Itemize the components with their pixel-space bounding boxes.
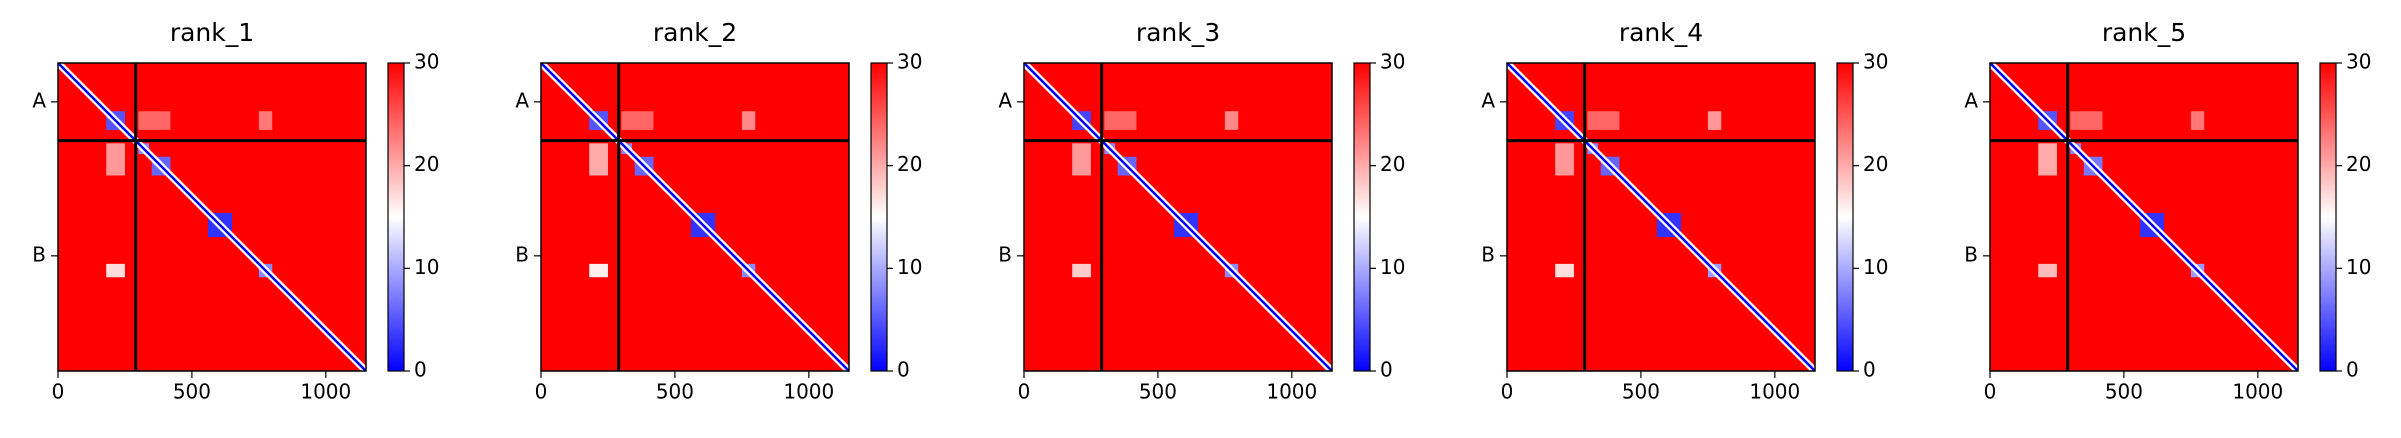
chart-title: rank_2: [653, 18, 737, 47]
heatmap: [58, 63, 366, 371]
colorbar-tick-label: 10: [1380, 255, 1405, 279]
heatmap-cell: [1224, 111, 1239, 130]
colorbar: [870, 62, 888, 372]
colorbar-tick-label: 20: [1863, 152, 1888, 176]
chart-title: rank_3: [1136, 18, 1220, 47]
colorbar-tick-label: 30: [1863, 50, 1888, 74]
colorbar-tick-label: 10: [1863, 255, 1888, 279]
colorbar-tick-label: 20: [897, 152, 922, 176]
colorbar-tick-label: 20: [1380, 152, 1405, 176]
heatmap-cell: [2070, 111, 2103, 130]
colorbar-tick-label: 20: [2346, 152, 2371, 176]
x-tick-label: 500: [1139, 380, 1177, 404]
heatmap-cell: [589, 143, 608, 176]
panel: rank_4 0 500 1000 A B 0 10 20 30: [1481, 18, 1888, 404]
colorbar-tick-label: 0: [897, 358, 910, 382]
colorbar-tick-label: 0: [2346, 358, 2359, 382]
y-tick-label: A: [1964, 88, 1978, 112]
heatmap: [1990, 63, 2298, 371]
colorbar-tick-label: 0: [1380, 358, 1393, 382]
x-tick-label: 500: [173, 380, 211, 404]
x-tick-label: 1000: [300, 380, 351, 404]
x-tick-label: 1000: [783, 380, 834, 404]
heatmap-cell: [2038, 143, 2057, 176]
x-tick-label: 0: [52, 380, 65, 404]
colorbar-tick-label: 0: [414, 358, 427, 382]
panel: rank_5 0 500 1000 A B 0 10 20 30: [1964, 18, 2371, 404]
colorbar-tick-label: 10: [414, 255, 439, 279]
heatmap-cell: [1072, 143, 1091, 176]
colorbar: [2319, 62, 2337, 372]
diagonal: [1024, 63, 1332, 371]
colorbar-tick-label: 30: [414, 50, 439, 74]
heatmap-cell: [1555, 143, 1574, 176]
colorbar-tick-label: 10: [897, 255, 922, 279]
heatmap: [1024, 63, 1332, 371]
chart-title: rank_4: [1619, 18, 1703, 47]
colorbar: [387, 62, 405, 372]
colorbar-tick-label: 10: [2346, 255, 2371, 279]
colorbar-tick-label: 30: [1380, 50, 1405, 74]
panel: rank_3 0 500 1000 A B 0 10 20 30: [998, 18, 1405, 404]
heatmap-cell: [258, 111, 273, 130]
y-tick-label: B: [998, 242, 1012, 266]
x-tick-label: 500: [656, 380, 694, 404]
axes-frame: [57, 62, 367, 372]
heatmap-cell: [1072, 263, 1091, 278]
x-tick-label: 500: [2105, 380, 2143, 404]
x-tick-label: 0: [1984, 380, 1997, 404]
x-tick-label: 1000: [2232, 380, 2283, 404]
heatmap-cell: [106, 143, 125, 176]
diagonal: [58, 63, 366, 371]
chart-title: rank_1: [170, 18, 254, 47]
chart-title: rank_5: [2102, 18, 2186, 47]
heatmap-cell: [106, 263, 125, 278]
x-tick-label: 1000: [1266, 380, 1317, 404]
axes-frame: [540, 62, 850, 372]
y-tick-label: B: [1481, 242, 1495, 266]
heatmap: [1507, 63, 1815, 371]
heatmap-cell: [741, 111, 756, 130]
axes-frame: [1989, 62, 2299, 372]
x-tick-label: 0: [535, 380, 548, 404]
x-tick-label: 0: [1018, 380, 1031, 404]
colorbar-tick-label: 30: [2346, 50, 2371, 74]
colorbar-tick-label: 30: [897, 50, 922, 74]
heatmap-cell: [1587, 111, 1620, 130]
y-tick-label: A: [32, 88, 46, 112]
heatmap-cell: [1104, 111, 1137, 130]
colorbar: [1836, 62, 1854, 372]
y-tick-label: A: [515, 88, 529, 112]
x-tick-label: 0: [1501, 380, 1514, 404]
colorbar-tick-label: 0: [1863, 358, 1876, 382]
y-tick-label: B: [515, 242, 529, 266]
panel: rank_2 0 500 1000 A B 0 10 20 30: [515, 18, 922, 404]
y-tick-label: B: [1964, 242, 1978, 266]
heatmap-cell: [1555, 263, 1574, 278]
diagonal: [1507, 63, 1815, 371]
heatmap-cell: [2190, 111, 2205, 130]
diagonal: [541, 63, 849, 371]
y-tick-label: A: [1481, 88, 1495, 112]
heatmap: [541, 63, 849, 371]
colorbar: [1353, 62, 1371, 372]
heatmap-cell: [1707, 111, 1722, 130]
diagonal: [1990, 63, 2298, 371]
heatmap-cell: [621, 111, 654, 130]
heatmap-cell: [138, 111, 171, 130]
heatmap-cell: [589, 263, 608, 278]
panel: rank_1 0 500 1000 A B 0 10 20 30: [32, 18, 439, 404]
x-tick-label: 1000: [1749, 380, 1800, 404]
heatmap-cell: [2038, 263, 2057, 278]
y-tick-label: A: [998, 88, 1012, 112]
axes-frame: [1023, 62, 1333, 372]
x-tick-label: 500: [1622, 380, 1660, 404]
y-tick-label: B: [32, 242, 46, 266]
axes-frame: [1506, 62, 1816, 372]
colorbar-tick-label: 20: [414, 152, 439, 176]
